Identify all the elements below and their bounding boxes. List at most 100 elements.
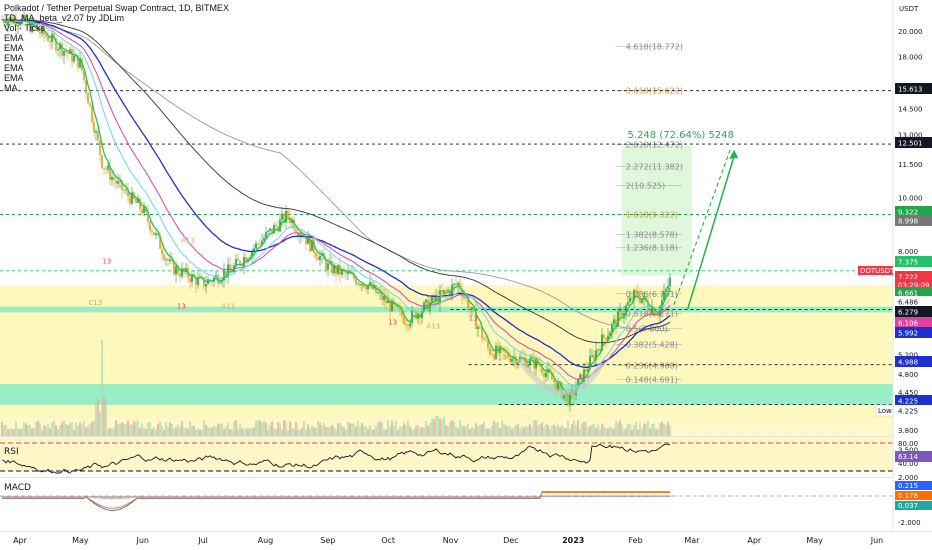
candle-body [207, 279, 209, 285]
candle-body [381, 292, 383, 301]
candle-body [403, 316, 405, 325]
indicator-label[interactable]: TD_MA_beta_v2.07 by JDLim [4, 13, 125, 23]
ma-label-2[interactable]: EMA [4, 43, 24, 53]
volume-bar [503, 423, 505, 436]
macd-histogram-bar [191, 496, 193, 498]
volume-bar [431, 418, 433, 436]
macd-histogram-bar [25, 496, 27, 498]
rsi-axis-tick: 80.00 [898, 440, 918, 448]
ma-label-6[interactable]: MA [4, 83, 18, 93]
macd-histogram-bar [581, 495, 583, 497]
candle-body [365, 287, 367, 290]
candle-body [275, 225, 277, 227]
macd-histogram-bar [71, 496, 73, 498]
price-badge-text: 8.998 [898, 218, 918, 226]
volume-bar [291, 428, 293, 436]
price-badge [895, 279, 932, 290]
volume-bar [447, 426, 449, 436]
macd-histogram-bar [253, 496, 255, 498]
macd-histogram-bar [93, 496, 95, 499]
candle-body [385, 296, 387, 304]
macd-histogram-bar [249, 496, 251, 498]
support-zone-cyan [0, 306, 893, 313]
candle-body [259, 244, 261, 246]
volume-bar [463, 426, 465, 436]
macd-histogram-bar [355, 496, 357, 498]
macd-histogram-bar [323, 496, 325, 498]
volume-bar [373, 429, 375, 436]
candle-body [165, 259, 167, 260]
volume-bar [473, 428, 475, 436]
volume-bar [579, 428, 581, 436]
price-badge-text: 15.613 [898, 86, 923, 94]
ma-label-4[interactable]: EMA [4, 63, 24, 73]
candle-body [455, 283, 457, 286]
candle-body [127, 189, 129, 197]
candle-body [167, 259, 169, 262]
candle-body [487, 340, 489, 348]
candle-body [163, 254, 165, 260]
macd-histogram-bar [425, 496, 427, 498]
macd-histogram-bar [193, 496, 195, 498]
volume-bar [585, 421, 587, 436]
volume-bar [471, 426, 473, 436]
ma-label-5[interactable]: EMA [4, 73, 24, 83]
macd-histogram-bar [33, 496, 35, 498]
volume-bar [425, 420, 427, 436]
candle-body [125, 189, 127, 191]
candle-body [355, 278, 357, 285]
macd-histogram-bar [613, 495, 615, 497]
candle-body [139, 198, 141, 209]
volume-bar [179, 426, 181, 436]
volume-bar [637, 429, 639, 436]
time-axis-label: Nov [443, 536, 459, 545]
volume-bar [119, 423, 121, 436]
chart-title[interactable]: Polkadot / Tether Perpetual Swap Contrac… [4, 3, 229, 13]
ma-gray-line [1, 19, 671, 332]
macd-histogram-bar [47, 496, 49, 498]
volume-bar [515, 424, 517, 436]
volume-bar [245, 427, 247, 436]
macd-histogram-bar [41, 496, 43, 498]
volume-bar [485, 428, 487, 436]
candle-body [409, 323, 411, 327]
candle-body [441, 290, 443, 293]
td-count-label: 13 [388, 318, 397, 326]
candle-body [65, 50, 67, 53]
macd-histogram-bar [141, 496, 143, 498]
candle-body [615, 319, 617, 327]
volume-bar [223, 428, 225, 436]
macd-histogram-bar [485, 496, 487, 498]
macd-histogram-bar [525, 496, 527, 498]
volume-bar [553, 424, 555, 436]
td-count-label: A13 [221, 303, 235, 311]
candle-body [415, 311, 417, 319]
volume-bar [293, 428, 295, 436]
price-badge [895, 256, 932, 267]
volume-bar [419, 427, 421, 436]
macd-histogram-bar [97, 496, 99, 499]
macd-histogram-bar [297, 496, 299, 498]
candle-body [41, 26, 43, 34]
candle-body [583, 369, 585, 383]
ma-label-3[interactable]: EMA [4, 53, 24, 63]
volume-label[interactable]: Vol · Ticks [4, 23, 46, 33]
candle-body [19, 24, 21, 26]
volume-bar [281, 428, 283, 436]
volume-bar [339, 422, 341, 436]
macd-histogram-bar [329, 496, 331, 498]
volume-bar [241, 428, 243, 436]
candle-body [143, 206, 145, 214]
volume-bar [123, 423, 125, 436]
macd-histogram-bar [121, 496, 123, 499]
macd-histogram-bar [127, 496, 129, 499]
macd-histogram-bar [73, 496, 75, 498]
volume-bar [409, 426, 411, 436]
candle-body [669, 277, 671, 287]
macd-histogram-bar [571, 495, 573, 497]
volume-bar [125, 424, 127, 436]
ma-label-1[interactable]: EMA [4, 33, 24, 43]
macd-histogram-bar [493, 496, 495, 498]
macd-histogram-bar [331, 496, 333, 498]
